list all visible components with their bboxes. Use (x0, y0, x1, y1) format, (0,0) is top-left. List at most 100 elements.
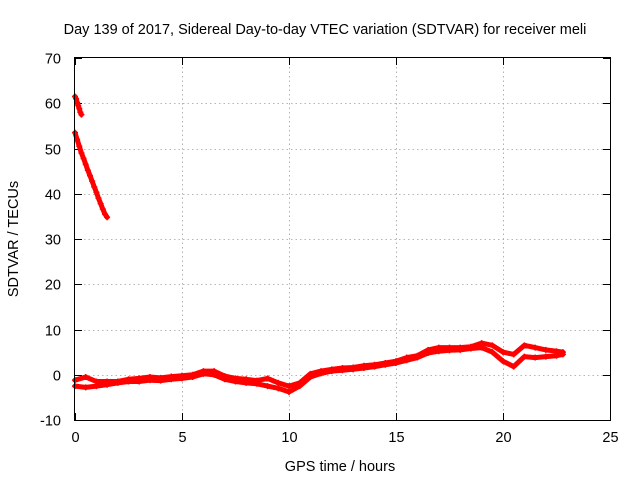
series-main-trace-lower (72, 344, 566, 395)
data-point (500, 349, 506, 356)
data-point (104, 214, 111, 221)
data-point (403, 357, 410, 364)
data-point (264, 375, 271, 382)
y-tick-label: 20 (45, 278, 61, 294)
data-point (200, 370, 207, 377)
data-point (559, 351, 566, 358)
data-point (489, 342, 496, 349)
data-point (93, 383, 100, 390)
data-point (489, 349, 496, 356)
y-tick-label: 0 (53, 369, 61, 385)
data-point (95, 195, 102, 202)
data-point (286, 383, 292, 390)
series-band (72, 130, 110, 220)
data-point (393, 359, 399, 366)
data-point (104, 381, 111, 388)
y-tick-label: 50 (45, 143, 61, 159)
x-axis-label: GPS time / hours (285, 459, 395, 475)
data-point (307, 374, 314, 381)
data-point (74, 99, 81, 106)
data-point (318, 370, 325, 377)
data-point (93, 189, 100, 196)
y-tick-label: 60 (45, 97, 61, 113)
x-tick-label: 5 (178, 430, 186, 446)
series-layer (72, 93, 566, 395)
data-point (78, 111, 85, 118)
x-tick-label: 10 (281, 430, 297, 446)
data-point (371, 363, 378, 370)
data-point (189, 374, 196, 381)
plot-frame (74, 57, 611, 421)
data-point (157, 377, 164, 384)
data-point (382, 361, 389, 368)
data-point (221, 376, 228, 383)
y-axis-label: SDTVAR / TECUs (6, 181, 22, 297)
data-point (99, 206, 106, 213)
data-point (74, 136, 81, 143)
data-point (328, 368, 335, 375)
data-point (168, 376, 175, 383)
y-tick-label: 70 (45, 52, 61, 68)
series-descending-segment (72, 129, 111, 221)
data-point (457, 346, 464, 353)
data-point (101, 211, 108, 218)
data-point (125, 378, 132, 385)
data-point (414, 354, 421, 361)
tick-labels: 0 5 10 15 20 25 -10 0 10 20 30 40 50 60 70 (40, 52, 619, 447)
chart-title: Day 139 of 2017, Sidereal Day-to-day VTE… (64, 22, 587, 38)
data-point (82, 161, 89, 168)
data-point (435, 348, 442, 355)
data-point (82, 374, 89, 381)
data-point (97, 200, 104, 207)
data-point (478, 344, 485, 351)
data-point (286, 388, 292, 395)
data-point (76, 143, 83, 150)
data-point (446, 347, 453, 354)
data-point (542, 353, 549, 360)
data-point (179, 375, 185, 382)
data-point (264, 383, 271, 390)
data-point (146, 377, 153, 384)
data-point (91, 183, 98, 190)
data-point (136, 378, 143, 385)
data-point (232, 378, 239, 385)
data-point (275, 379, 282, 386)
data-point (78, 150, 85, 157)
data-point (521, 353, 528, 360)
data-point (360, 364, 367, 371)
data-point (425, 350, 432, 357)
data-point (532, 344, 539, 351)
data-point (275, 385, 282, 392)
data-point (114, 379, 121, 386)
data-point (339, 367, 346, 374)
series-high-start-segment (72, 93, 85, 118)
data-point (82, 384, 89, 391)
data-point (296, 383, 303, 390)
x-tick-label: 0 (71, 430, 79, 446)
x-tick-label: 20 (495, 430, 511, 446)
x-tick-label: 15 (388, 430, 404, 446)
data-point (532, 354, 539, 361)
y-tick-label: -10 (40, 414, 61, 430)
data-point (86, 172, 93, 179)
data-point (243, 379, 250, 386)
y-tick-label: 10 (45, 324, 61, 340)
x-tick-label: 25 (602, 430, 618, 446)
y-tick-label: 40 (45, 188, 61, 204)
data-point (84, 167, 91, 174)
data-point (350, 366, 357, 373)
data-point (521, 342, 528, 349)
data-point (80, 155, 87, 162)
data-point (500, 358, 506, 365)
data-point (211, 371, 218, 378)
data-point (89, 178, 96, 185)
data-point (76, 105, 83, 112)
y-tick-label: 30 (45, 233, 61, 249)
data-point (467, 345, 474, 352)
data-point (542, 346, 549, 353)
data-point (253, 380, 260, 387)
data-point (553, 352, 560, 359)
data-point (510, 351, 517, 358)
data-point (75, 102, 82, 109)
